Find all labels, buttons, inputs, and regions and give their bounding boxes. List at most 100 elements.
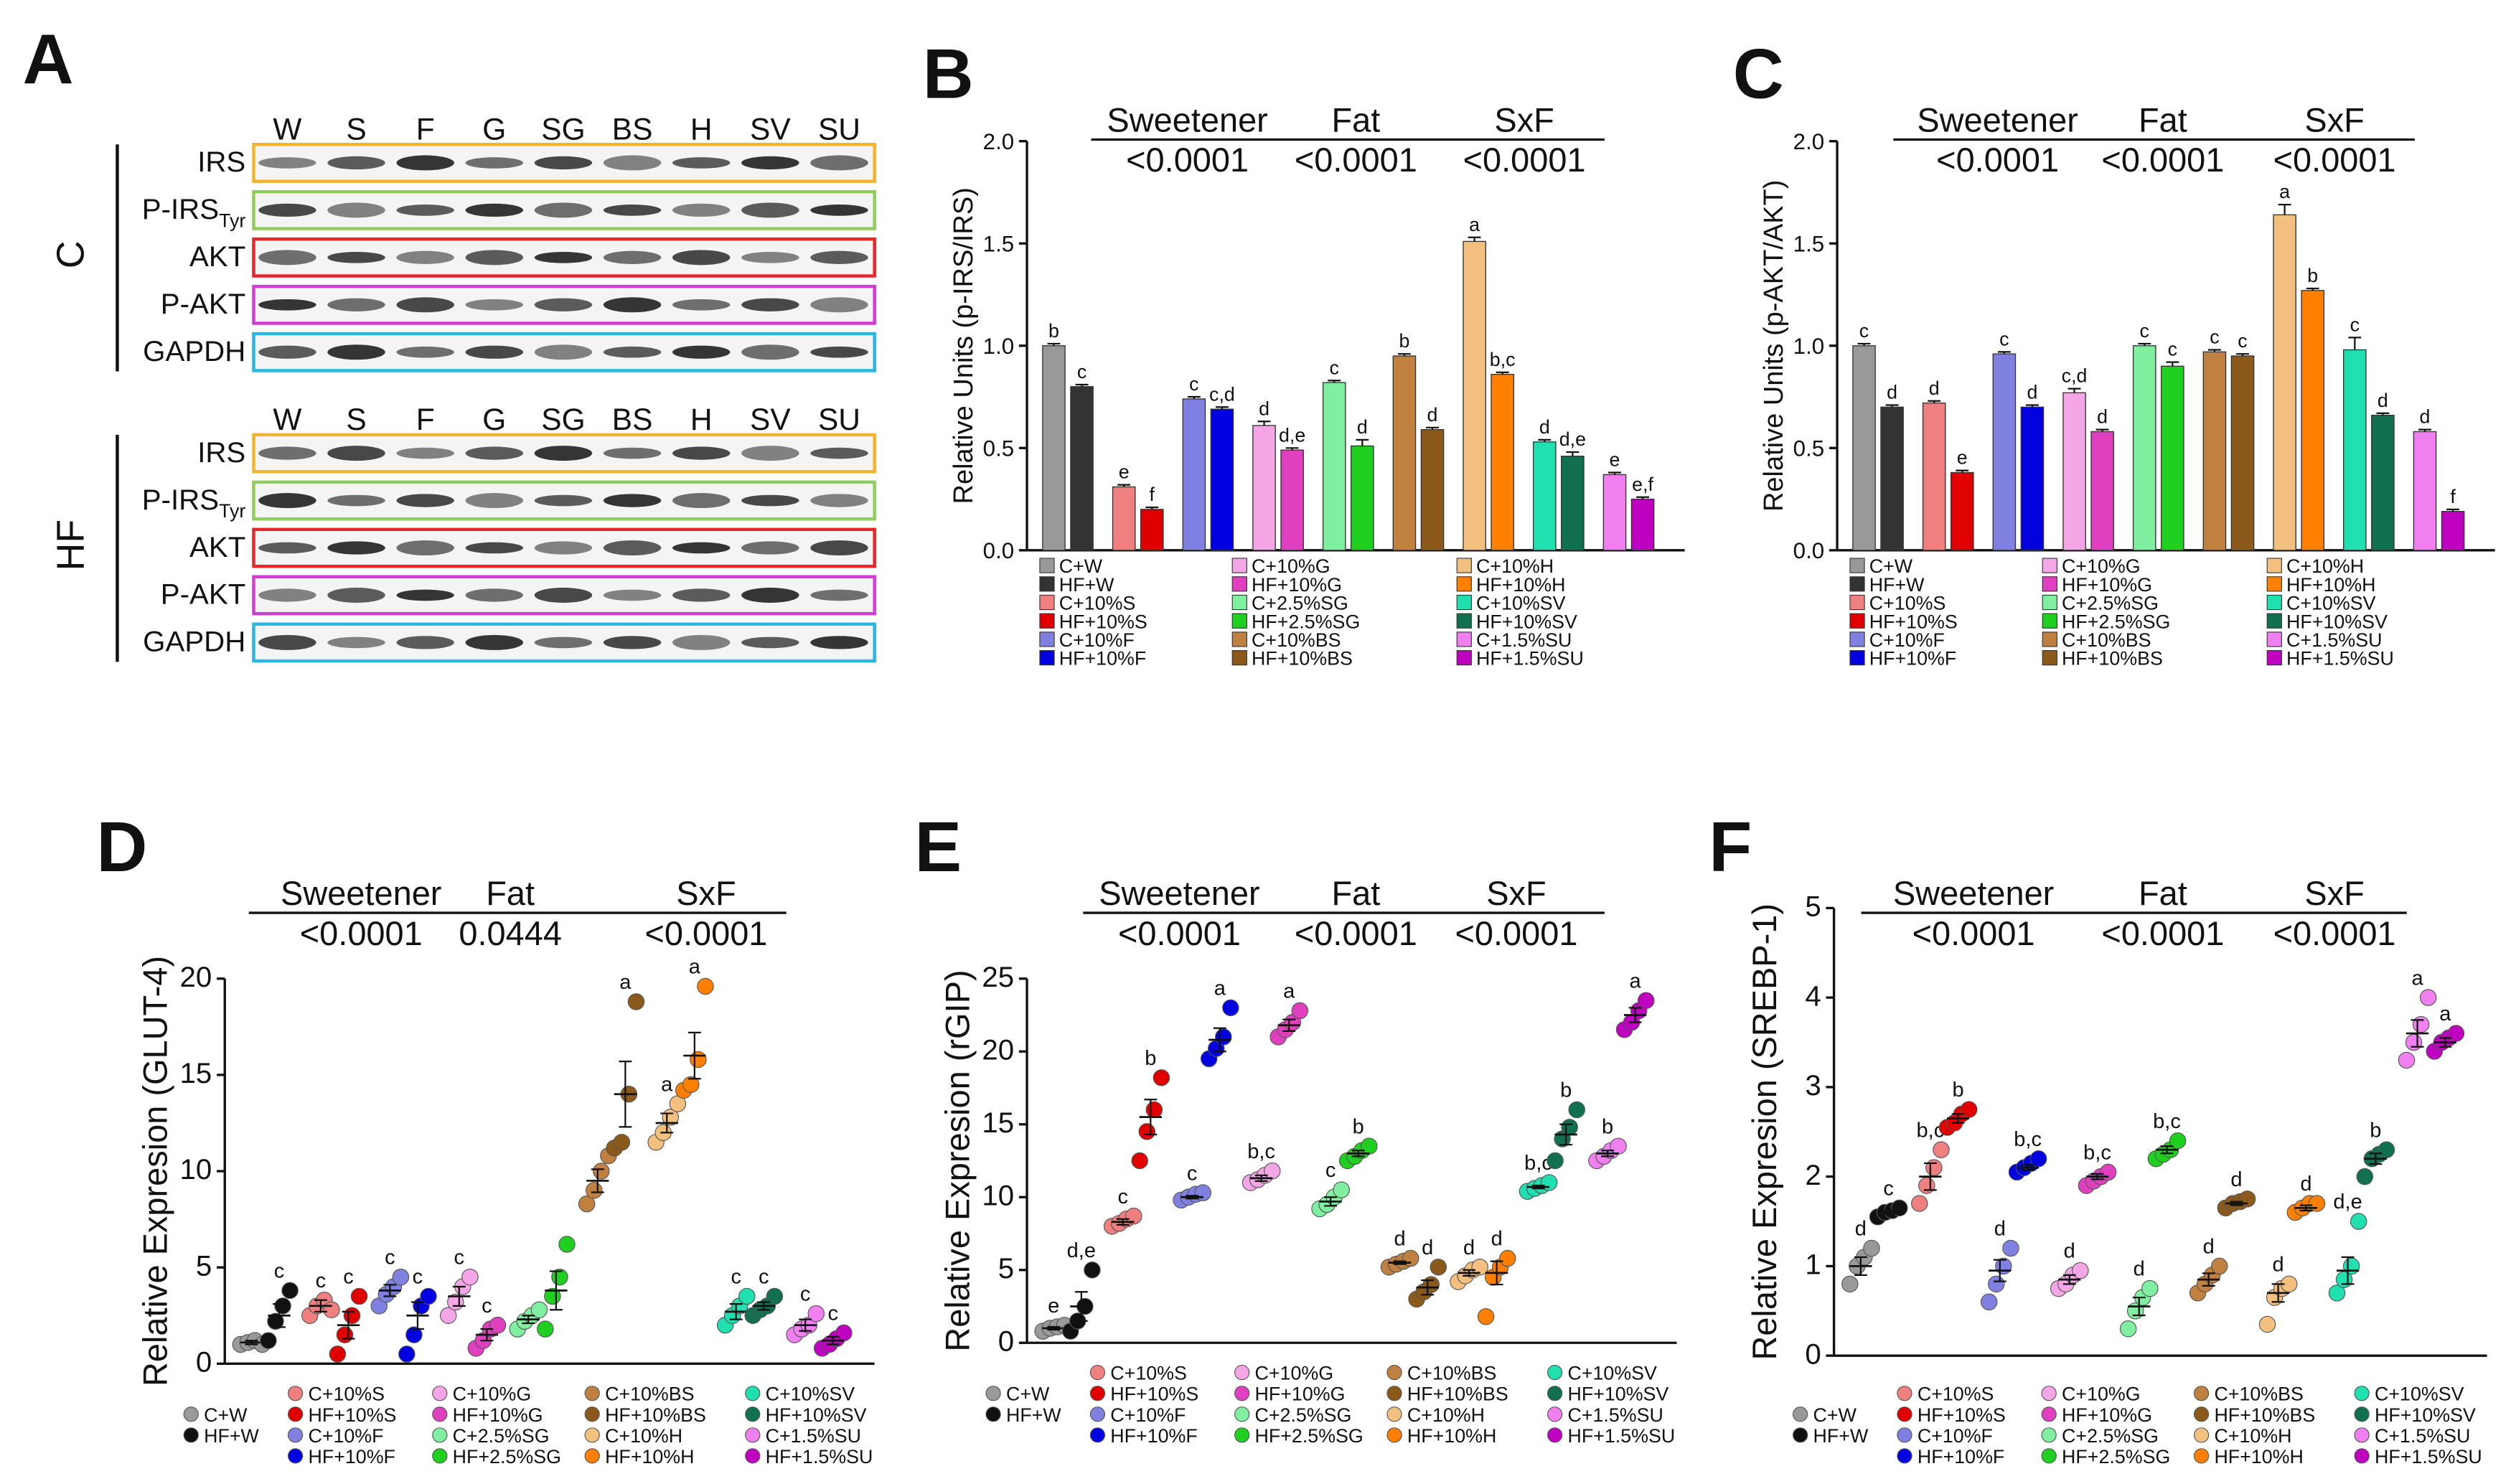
blot-band <box>465 446 524 460</box>
lane-label: SU <box>818 113 860 146</box>
legend-marker <box>2354 1386 2370 1401</box>
lane-label: F <box>416 113 435 146</box>
data-point <box>2308 1195 2326 1212</box>
legend-marker <box>584 1427 600 1443</box>
lane-label: SG <box>541 113 585 146</box>
significance-letter: b <box>2370 1119 2381 1142</box>
data-point <box>1138 1123 1156 1140</box>
blot-band <box>534 298 593 311</box>
bar <box>1630 498 1655 551</box>
legend-swatch <box>1039 594 1055 611</box>
y-tick-label: 20 <box>180 961 212 993</box>
legend-label: HF+10%S <box>1917 1404 2006 1426</box>
blot-band <box>672 446 731 460</box>
significance-letter: d <box>1929 377 1940 399</box>
blot-band <box>741 446 799 461</box>
significance-letter: c <box>828 1302 839 1325</box>
blot-band <box>672 299 731 311</box>
data-point <box>2342 1257 2360 1275</box>
significance-letter: d <box>2134 1258 2145 1281</box>
blot-band <box>327 541 385 555</box>
legend-swatch <box>1231 631 1247 647</box>
data-point <box>1333 1181 1350 1198</box>
legend-label: C+10%S <box>1110 1363 1187 1384</box>
error-bar <box>1257 421 1271 426</box>
data-point <box>1125 1207 1142 1225</box>
data-point <box>835 1324 853 1342</box>
error-bar <box>2271 1283 2285 1303</box>
legend-swatch <box>1849 594 1865 611</box>
error-bar <box>1117 484 1131 487</box>
significance-letter: c <box>413 1266 423 1289</box>
legend-swatch <box>1456 576 1472 592</box>
blot-band <box>534 202 593 218</box>
bar <box>1140 509 1164 551</box>
legend-label: HF+10%H <box>1407 1425 1496 1447</box>
significance-letter: d <box>1463 1236 1475 1259</box>
blot-band <box>810 494 868 507</box>
legend-marker <box>584 1386 600 1401</box>
legend-label: HF+2.5%SG <box>453 1446 561 1467</box>
data-point <box>2350 1213 2367 1230</box>
p-value: <0.0001 <box>2273 915 2396 952</box>
p-value: 0.0444 <box>459 915 562 952</box>
blot-band <box>810 589 868 601</box>
y-tick-label: 3 <box>1805 1069 1821 1102</box>
error-bar <box>687 1031 701 1080</box>
row-label-text: P-IRS <box>142 484 219 516</box>
blot-band <box>396 447 454 459</box>
legend-swatch <box>1039 576 1055 592</box>
significance-letter: b <box>1145 1047 1156 1070</box>
legend-label: HF+1.5%SU <box>2286 648 2394 670</box>
data-point <box>260 1332 277 1349</box>
blot-band <box>258 446 316 460</box>
lane-label: H <box>690 113 713 146</box>
significance-letter: b <box>1560 1079 1572 1102</box>
error-bar <box>619 1061 632 1128</box>
data-point <box>558 1236 576 1253</box>
legend-marker <box>745 1448 761 1464</box>
blot-band <box>672 634 731 650</box>
error-bar <box>1885 404 1899 408</box>
error-bar <box>480 1328 494 1342</box>
blot-band <box>603 205 662 216</box>
blot-band <box>672 157 731 169</box>
bar <box>1392 355 1417 551</box>
legend-label: HF+2.5%SG <box>1255 1425 1363 1447</box>
error-bar <box>2138 342 2151 346</box>
legend-swatch <box>2042 576 2057 592</box>
y-tick-label: 0 <box>196 1346 212 1379</box>
data-point <box>420 1287 437 1305</box>
legend-swatch <box>1456 650 1472 666</box>
legend-swatch <box>2266 576 2282 592</box>
legend-label: C+10%SV <box>1476 593 1566 614</box>
legend-label: C+10%G <box>2062 1384 2141 1405</box>
legend-label: C+10%H <box>2214 1425 2291 1447</box>
bar <box>1182 398 1206 551</box>
error-bar <box>2341 1256 2355 1285</box>
data-point <box>2258 1315 2276 1333</box>
legend-marker <box>745 1406 761 1422</box>
legend-swatch <box>1849 576 1865 592</box>
data-point <box>2412 1015 2430 1033</box>
error-bar <box>452 1285 466 1307</box>
bar <box>1602 474 1627 551</box>
legend-label: HF+10%BS <box>2062 648 2163 670</box>
significance-letter: c <box>800 1283 811 1306</box>
legend-label: HF+10%H <box>2214 1446 2303 1467</box>
significance-letter: d,e <box>1279 424 1305 446</box>
legend-label: C+10%BS <box>2214 1384 2303 1405</box>
significance-letter: d <box>1422 1236 1433 1259</box>
significance-letter: c <box>454 1246 465 1269</box>
significance-letter: c <box>1859 320 1869 342</box>
bar <box>1420 428 1445 551</box>
error-bar <box>1857 342 1871 346</box>
blot-band <box>258 250 316 266</box>
blot-band <box>534 637 593 649</box>
panel-letter: F <box>1709 807 1752 886</box>
legend-swatch <box>2042 613 2057 629</box>
data-point <box>392 1268 410 1286</box>
error-bar <box>591 1168 604 1193</box>
significance-letter: a <box>1283 980 1295 1003</box>
error-bar <box>1116 1218 1130 1226</box>
